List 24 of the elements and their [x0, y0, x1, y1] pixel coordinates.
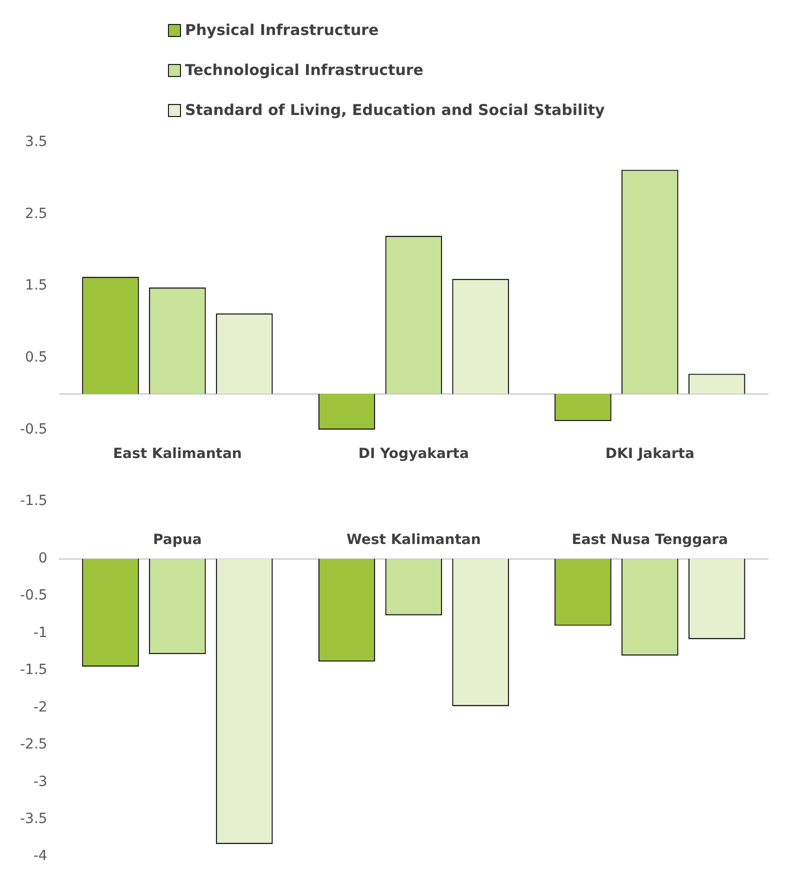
y-tick-label: 1.5: [25, 278, 48, 294]
x-tick-label: East Nusa Tenggara: [572, 532, 728, 548]
y-tick-label: -3.5: [20, 811, 48, 828]
x-tick-label: East Kalimantan: [112, 446, 242, 462]
y-tick-label: -2.5: [20, 736, 48, 753]
y-tick-label: -3: [33, 774, 48, 790]
y-tick-label: 0.5: [25, 350, 48, 366]
legend-label: Standard of Living, Education and Social Stability: [185, 101, 605, 119]
y-tick-label: 3.5: [25, 134, 48, 150]
y-tick-label: 2.5: [25, 206, 48, 222]
x-tick-label: DI Yogyakarta: [358, 446, 469, 462]
y-tick-label: -1.5: [20, 493, 48, 510]
y-tick-label: -0.5: [20, 588, 48, 604]
y-tick-label: 0: [38, 550, 48, 566]
y-tick-label: -1.5: [20, 662, 48, 678]
x-tick-label: Papua: [153, 532, 202, 548]
x-tick-label: DKI Jakarta: [605, 446, 694, 462]
y-tick-label: -2: [33, 699, 48, 716]
y-tick-label: -4: [33, 848, 48, 864]
legend-label: Physical Infrastructure: [185, 21, 379, 39]
y-tick-label: -1: [33, 624, 48, 641]
x-tick-label: West Kalimantan: [346, 532, 481, 548]
legend-label: Technological Infrastructure: [185, 61, 424, 79]
y-tick-label: -0.5: [20, 421, 48, 438]
